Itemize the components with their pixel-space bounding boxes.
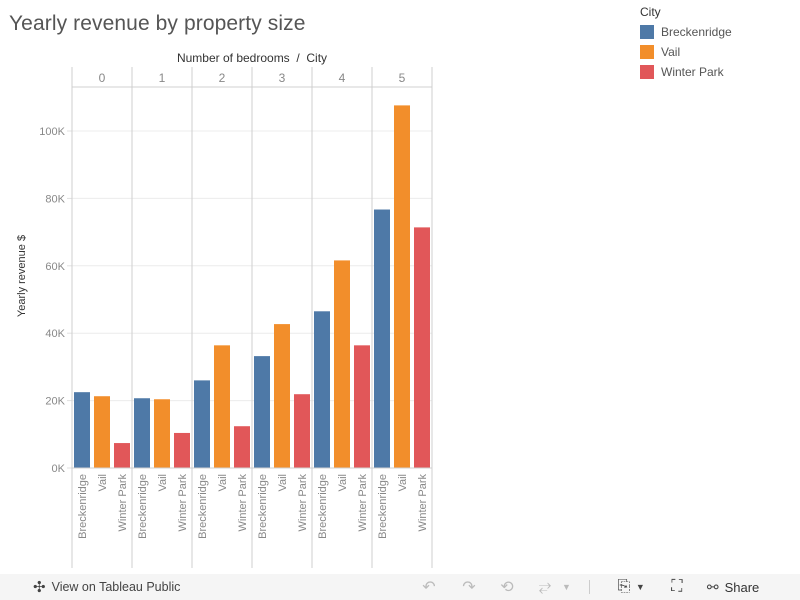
toolbar-divider <box>588 580 590 594</box>
legend-label: Winter Park <box>661 65 724 79</box>
y-tick-label: 60K <box>45 261 65 273</box>
bar-breckenridge-0 <box>74 392 90 468</box>
tableau-logo-icon: ✣ <box>33 579 46 596</box>
x-tick-label: Winter Park <box>177 474 189 532</box>
group-header-label: 1 <box>159 71 166 85</box>
group-header-label: 3 <box>279 71 286 85</box>
y-tick-label: 0K <box>52 463 66 475</box>
y-tick-label: 100K <box>39 126 65 138</box>
chart-title: Yearly revenue by property size <box>9 12 306 35</box>
chevron-down-icon[interactable]: ▼ <box>635 582 645 592</box>
refresh-icon[interactable]: ⥂ <box>538 578 552 595</box>
bar-vail-2 <box>214 345 230 468</box>
bar-breckenridge-2 <box>194 380 210 468</box>
x-tick-label: Vail <box>277 474 289 492</box>
bar-breckenridge-5 <box>374 209 390 468</box>
bar-vail-5 <box>394 105 410 468</box>
share-icon[interactable]: ⚯ <box>706 578 719 595</box>
x-tick-label: Vail <box>157 474 169 492</box>
x-tick-label: Vail <box>97 474 109 492</box>
group-header-label: 2 <box>219 71 226 85</box>
x-tick-label: Breckenridge <box>77 474 89 539</box>
bar-winter-park-3 <box>294 394 310 468</box>
legend-swatch <box>640 65 654 79</box>
redo-icon[interactable]: ↷ <box>462 579 476 596</box>
x-tick-label: Breckenridge <box>257 474 269 539</box>
x-tick-label: Winter Park <box>237 474 249 532</box>
bar-winter-park-2 <box>234 426 250 468</box>
bar-winter-park-1 <box>174 432 190 468</box>
y-tick-label: 20K <box>45 396 65 408</box>
bar-vail-4 <box>334 260 350 468</box>
legend: City Breckenridge Vail Winter Park <box>640 5 732 82</box>
group-header-label: 4 <box>339 71 346 85</box>
x-tick-label: Winter Park <box>117 474 129 532</box>
x-tick-label: Breckenridge <box>317 474 329 539</box>
y-tick-label: 40K <box>45 328 65 340</box>
x-tick-label: Breckenridge <box>377 474 389 539</box>
legend-swatch <box>640 25 654 39</box>
x-tick-label: Breckenridge <box>197 474 209 539</box>
group-header-label: 0 <box>99 71 106 85</box>
bar-winter-park-4 <box>354 345 370 468</box>
view-on-tableau-label: View on Tableau Public <box>51 580 181 594</box>
x-tick-label: Winter Park <box>297 474 309 532</box>
bar-breckenridge-4 <box>314 311 330 468</box>
group-header-label: 5 <box>399 71 406 85</box>
bar-chart: Number of bedrooms / City Yearly revenue… <box>16 51 433 568</box>
bar-winter-park-0 <box>114 443 130 468</box>
x-tick-label: Vail <box>217 474 229 492</box>
y-tick-label: 80K <box>45 193 65 205</box>
revert-icon[interactable]: ⟲ <box>500 579 514 596</box>
undo-icon[interactable]: ↶ <box>422 579 436 596</box>
legend-label: Vail <box>661 45 681 59</box>
bar-breckenridge-3 <box>254 356 270 468</box>
bar-vail-3 <box>274 324 290 468</box>
x-tick-label: Winter Park <box>417 474 429 532</box>
x-tick-label: Winter Park <box>357 474 369 532</box>
legend-item-winter-park[interactable]: Winter Park <box>640 62 732 82</box>
bar-breckenridge-1 <box>134 398 150 468</box>
legend-title: City <box>640 5 661 19</box>
column-header: Number of bedrooms / City <box>177 51 327 65</box>
download-icon[interactable]: ⎘ <box>617 578 631 595</box>
x-tick-label: Vail <box>337 474 349 492</box>
x-tick-label: Vail <box>397 474 409 492</box>
fullscreen-icon[interactable]: ⛶ <box>671 578 683 595</box>
chevron-down-icon[interactable]: ▼ <box>562 582 571 592</box>
legend-label: Breckenridge <box>661 25 732 39</box>
view-on-tableau-link[interactable]: ✣ View on Tableau Public <box>33 578 180 596</box>
footer-toolbar: ✣ View on Tableau Public ↶ ↷ ⟲ ⥂ ▼ ⎘ ▼ ⛶… <box>0 574 800 600</box>
bar-vail-1 <box>154 399 170 468</box>
share-button[interactable]: Share <box>724 579 760 595</box>
bar-vail-0 <box>94 396 110 468</box>
legend-item-vail[interactable]: Vail <box>640 42 732 62</box>
legend-item-breckenridge[interactable]: Breckenridge <box>640 22 732 42</box>
legend-swatch <box>640 45 654 59</box>
y-axis-label: Yearly revenue $ <box>16 235 28 317</box>
x-tick-label: Breckenridge <box>137 474 149 539</box>
bar-winter-park-5 <box>414 227 430 468</box>
